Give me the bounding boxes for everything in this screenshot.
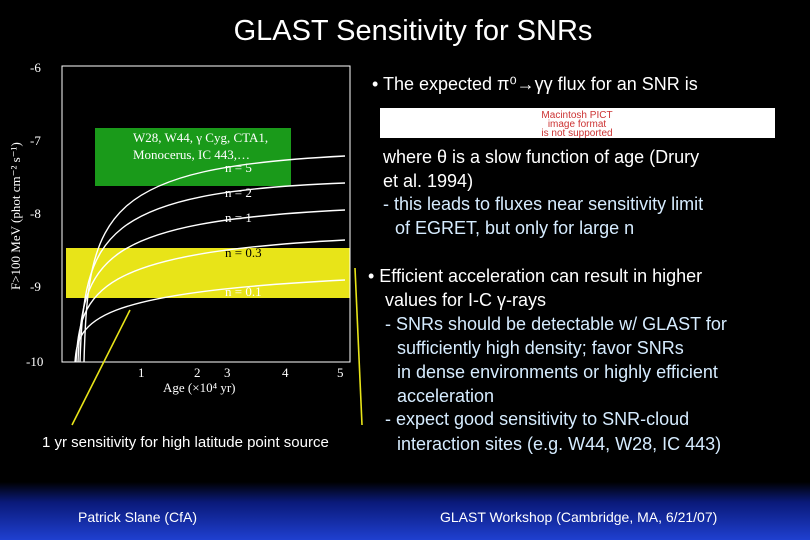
curve	[75, 239, 346, 363]
plot-frame	[61, 65, 351, 363]
y-tick-label: -10	[26, 354, 43, 369]
y-tick-label: -8	[30, 206, 41, 221]
x-axis-label: Age (×10⁴ yr)	[163, 380, 236, 395]
placeholder-text: image format	[548, 119, 607, 130]
curve	[74, 279, 346, 363]
source-box	[95, 128, 291, 186]
curves	[74, 155, 346, 363]
arrows	[71, 267, 363, 426]
text-line: where θ is a slow function of age (Drury	[382, 147, 699, 167]
arrow	[71, 309, 131, 426]
text-line: sufficiently high density; favor SNRs	[397, 338, 684, 358]
text-line: - this leads to fluxes near sensitivity …	[383, 194, 703, 214]
x-tick-label: 2	[194, 365, 201, 380]
x-tick-label: 3	[224, 365, 231, 380]
bullet: • Efficient acceleration can result in h…	[368, 266, 702, 286]
footer-right: GLAST Workshop (Cambridge, MA, 6/21/07)	[440, 509, 717, 525]
y-axis-label: F>100 MeV (phot cm⁻² s⁻¹)	[8, 142, 23, 290]
arrow	[354, 267, 363, 426]
x-tick-label: 5	[337, 365, 344, 380]
placeholder-text: Macintosh PICT	[541, 110, 612, 121]
text-line: in dense environments or highly efficien…	[397, 362, 718, 382]
footer-bar	[0, 482, 810, 540]
curve-label: n = 2	[225, 185, 252, 200]
curve-label: n = 0.3	[225, 245, 262, 260]
x-tick-label: 4	[282, 365, 289, 380]
image-placeholder	[380, 108, 775, 138]
source-box-text: Monocerus, IC 443,…	[133, 147, 250, 162]
sensitivity-band	[66, 248, 350, 298]
curve	[83, 155, 346, 363]
y-tick-label: -7	[30, 133, 41, 148]
curve-label: n = 1	[225, 210, 252, 225]
text-line: interaction sites (e.g. W44, W28, IC 443…	[397, 434, 721, 454]
plot: W28, W44, γ Cyg, CTA1, Monocerus, IC 443…	[8, 60, 351, 395]
footer-left: Patrick Slane (CfA)	[78, 509, 197, 525]
curve-label: n = 5	[225, 160, 252, 175]
text-line: of EGRET, but only for large n	[395, 218, 634, 238]
text-line: - SNRs should be detectable w/ GLAST for	[385, 314, 727, 334]
text-line: - expect good sensitivity to SNR-cloud	[385, 409, 689, 429]
text-line: values for I-C γ-rays	[385, 290, 546, 310]
text-line: et al. 1994)	[383, 171, 473, 191]
y-tick-label: -9	[30, 279, 41, 294]
title: GLAST Sensitivity for SNRs	[234, 15, 593, 47]
bullet: • The expected π⁰→γγ flux for an SNR is	[372, 74, 698, 94]
text-line: acceleration	[397, 386, 494, 406]
y-tick-label: -6	[30, 60, 41, 75]
sensitivity-caption: 1 yr sensitivity for high latitude point…	[42, 434, 329, 451]
x-tick-label: 1	[138, 365, 145, 380]
placeholder-text: is not supported	[541, 128, 612, 139]
source-box-text: W28, W44, γ Cyg, CTA1,	[133, 130, 268, 145]
curve-label: n = 0.1	[225, 284, 262, 299]
